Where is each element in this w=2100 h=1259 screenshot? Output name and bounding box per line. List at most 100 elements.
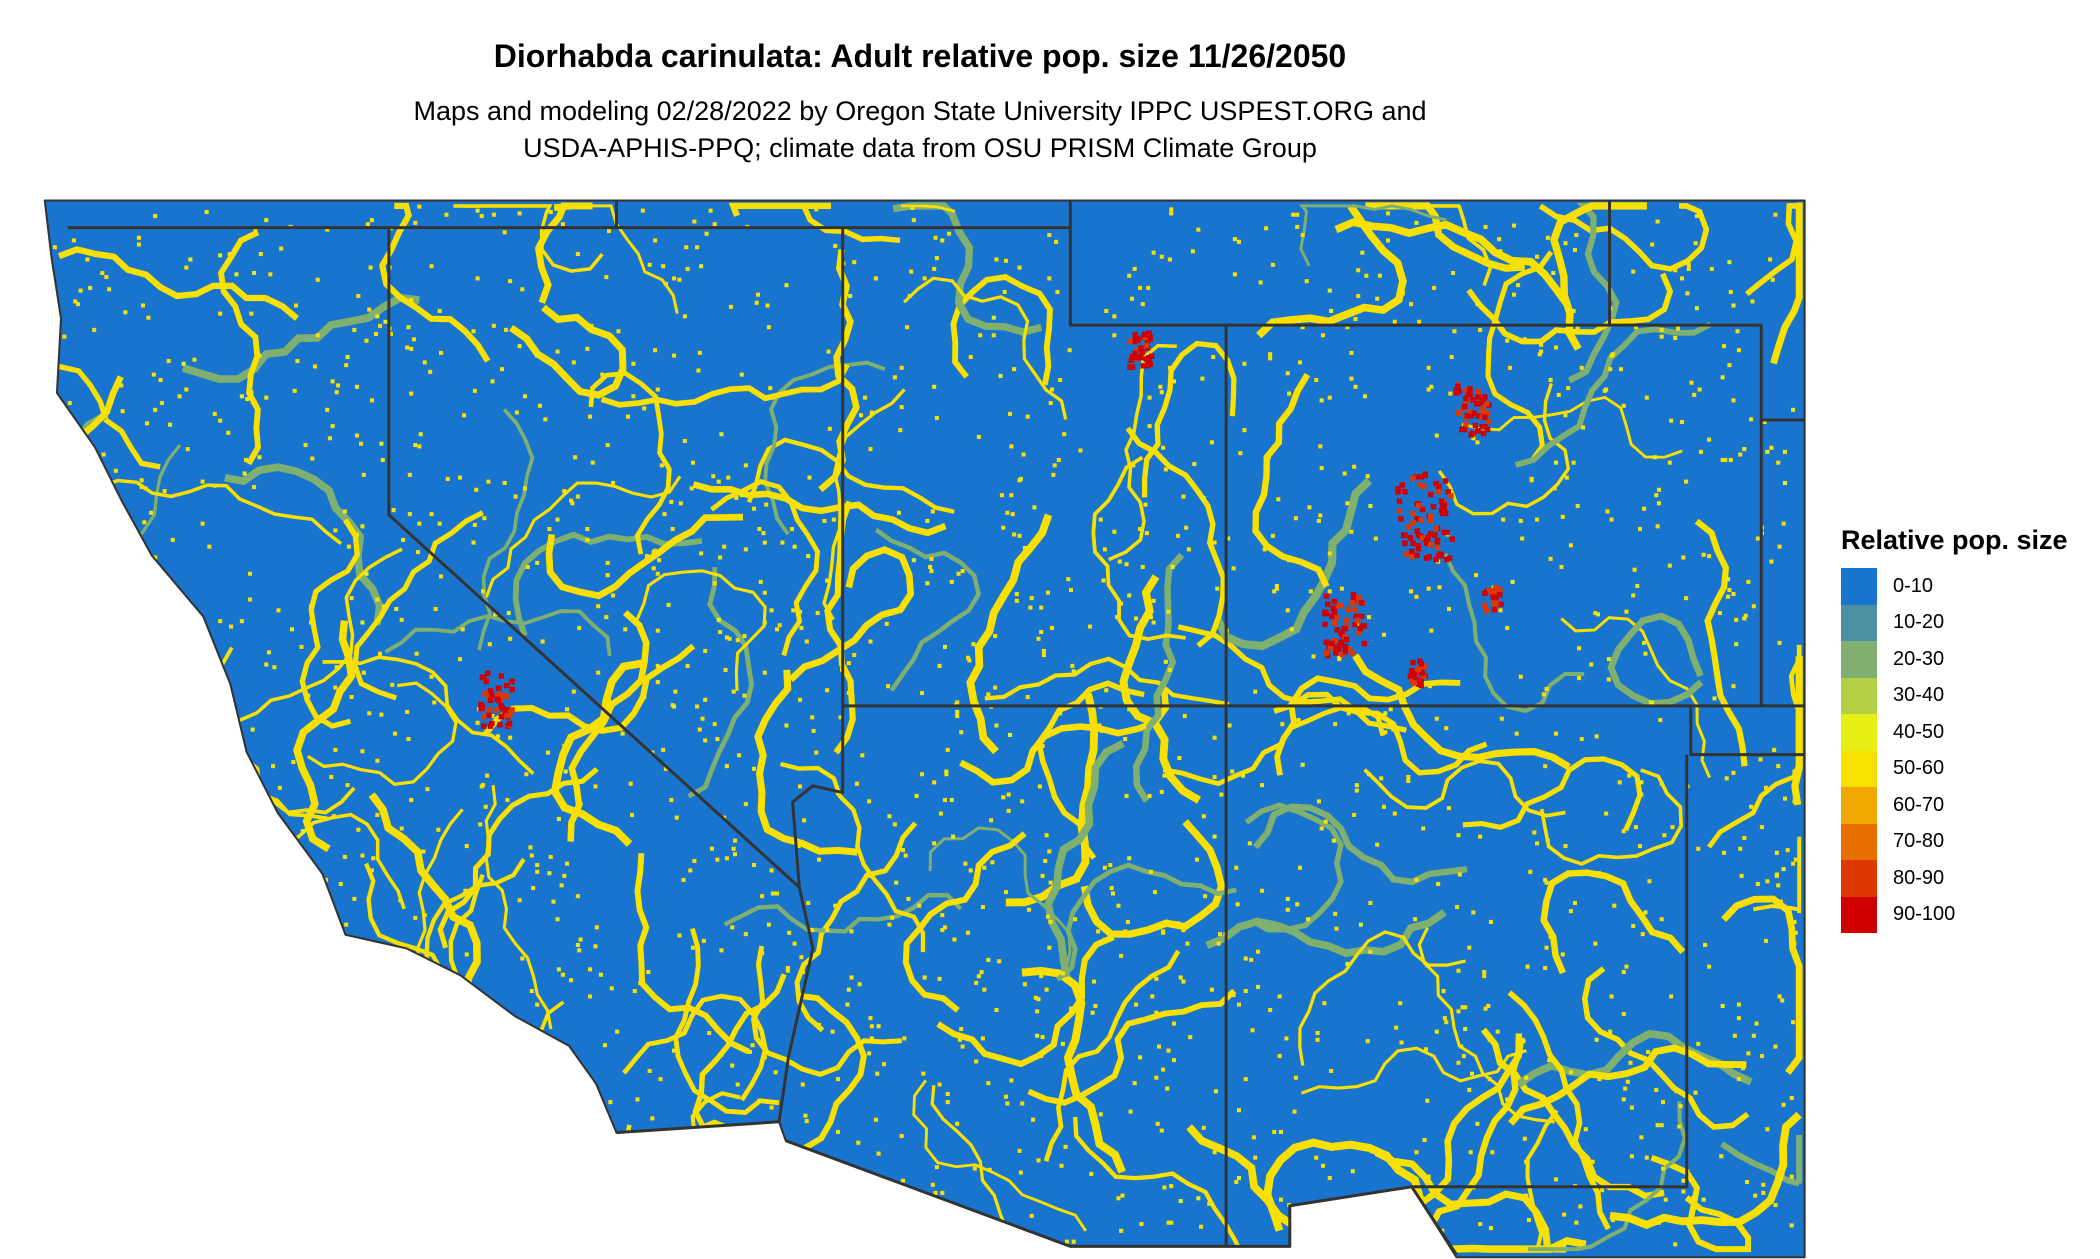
habitat-pixel	[1333, 722, 1338, 727]
habitat-pixel	[1241, 773, 1246, 778]
habitat-pixel	[73, 600, 78, 605]
habitat-pixel	[807, 475, 812, 480]
habitat-pixel	[1647, 879, 1652, 884]
hotspot-pixel	[1325, 601, 1331, 607]
habitat-band	[154, 1183, 386, 1240]
hotspot-pixel	[1402, 489, 1408, 495]
habitat-pixel	[1003, 890, 1009, 895]
habitat-pixel	[540, 639, 545, 644]
habitat-pixel	[1151, 598, 1156, 603]
habitat-pixel	[453, 718, 458, 723]
habitat-pixel	[1559, 564, 1564, 570]
habitat-band	[448, 1181, 633, 1252]
habitat-band	[217, 229, 261, 466]
hotspot-pixel	[1427, 517, 1434, 523]
habitat-pixel	[471, 329, 476, 334]
habitat-pixel	[1127, 856, 1132, 861]
hotspot-pixel	[1402, 532, 1408, 538]
habitat-pixel	[800, 970, 805, 975]
habitat-pixel	[693, 1201, 698, 1206]
habitat-pixel	[997, 959, 1002, 964]
habitat-pixel	[696, 1162, 701, 1167]
habitat-pixel	[147, 1091, 152, 1097]
habitat-pixel	[1510, 1071, 1515, 1076]
habitat-pixel	[1322, 1001, 1327, 1006]
habitat-band	[874, 527, 981, 692]
habitat-pixel	[1089, 1171, 1094, 1176]
habitat-pixel	[873, 276, 878, 281]
habitat-pixel	[1058, 711, 1063, 716]
habitat-pixel	[1185, 941, 1190, 946]
habitat-pixel	[1368, 900, 1373, 905]
habitat-pixel	[1463, 1005, 1468, 1010]
habitat-pixel	[1349, 350, 1354, 355]
habitat-pixel	[1765, 1127, 1770, 1132]
habitat-band	[1125, 426, 1227, 648]
habitat-pixel	[153, 407, 158, 412]
habitat-pixel	[907, 293, 912, 299]
habitat-pixel	[1575, 325, 1580, 330]
habitat-pixel	[1242, 428, 1247, 433]
habitat-pixel	[1323, 819, 1328, 824]
habitat-pixel	[762, 670, 767, 675]
habitat-pixel	[1560, 514, 1565, 519]
habitat-pixel	[892, 375, 897, 380]
habitat-pixel	[1020, 799, 1025, 804]
hotspot-pixel	[1322, 621, 1328, 628]
habitat-pixel	[932, 384, 937, 389]
habitat-pixel	[1667, 460, 1672, 465]
hotspot-pixel	[1147, 334, 1153, 341]
habitat-pixel	[1115, 615, 1120, 620]
habitat-pixel	[628, 781, 633, 786]
habitat-pixel	[367, 1198, 372, 1204]
habitat-pixel	[254, 1217, 259, 1223]
habitat-pixel	[409, 391, 414, 396]
habitat-pixel	[1029, 596, 1034, 601]
state-border	[791, 227, 845, 888]
habitat-pixel	[887, 814, 892, 819]
habitat-pixel	[247, 597, 253, 602]
habitat-pixel	[434, 1028, 439, 1033]
habitat-pixel	[811, 728, 816, 733]
habitat-pixel	[1132, 1081, 1137, 1086]
habitat-pixel	[868, 1016, 873, 1021]
habitat-pixel	[1166, 1048, 1171, 1053]
habitat-pixel	[159, 401, 164, 406]
habitat-pixel	[399, 1201, 404, 1206]
habitat-pixel	[239, 745, 244, 750]
habitat-pixel	[911, 1194, 916, 1199]
habitat-pixel	[325, 944, 330, 949]
habitat-pixel	[257, 353, 262, 358]
habitat-pixel	[1528, 869, 1533, 874]
habitat-pixel	[1231, 566, 1236, 571]
habitat-pixel	[697, 727, 702, 732]
habitat-pixel	[1050, 625, 1055, 630]
habitat-pixel	[659, 1135, 664, 1140]
habitat-pixel	[684, 245, 689, 250]
legend-label: 40-50	[1893, 720, 1945, 743]
habitat-pixel	[688, 868, 693, 873]
habitat-pixel	[903, 1209, 908, 1214]
habitat-pixel	[1448, 391, 1453, 396]
habitat-pixel	[265, 1245, 270, 1250]
habitat-pixel	[799, 625, 804, 630]
habitat-pixel	[1151, 620, 1156, 625]
habitat-pixel	[1253, 1155, 1258, 1160]
habitat-pixel	[1044, 833, 1049, 838]
habitat-pixel	[1743, 613, 1748, 618]
habitat-pixel	[1467, 945, 1472, 950]
hotspot-pixel	[1418, 677, 1424, 683]
habitat-pixel	[1585, 1167, 1590, 1172]
habitat-pixel	[352, 896, 357, 901]
habitat-pixel	[792, 941, 797, 946]
habitat-pixel	[100, 270, 105, 276]
habitat-pixel	[1315, 1211, 1320, 1216]
habitat-pixel	[1155, 1121, 1160, 1126]
habitat-pixel	[1402, 1173, 1407, 1178]
habitat-pixel	[1070, 663, 1075, 668]
habitat-pixel	[1243, 1077, 1248, 1082]
habitat-pixel	[922, 276, 927, 281]
habitat-pixel	[1352, 812, 1357, 817]
habitat-pixel	[1776, 764, 1781, 769]
habitat-pixel	[382, 604, 387, 609]
